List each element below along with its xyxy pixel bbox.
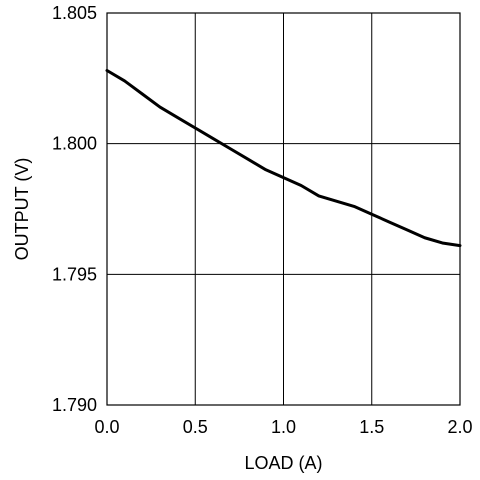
- x-tick-label: 0.5: [183, 417, 208, 437]
- vertical-gridlines: [194, 13, 373, 405]
- series-line-0: [105, 68, 462, 248]
- series-group: [105, 68, 462, 248]
- x-axis-title: LOAD (A): [244, 453, 322, 473]
- x-tick-label: 2.0: [447, 417, 472, 437]
- y-tick-labels: 1.790 1.795 1.800 1.805: [52, 3, 97, 415]
- x-tick-label: 1.0: [271, 417, 296, 437]
- x-tick-label: 1.5: [359, 417, 384, 437]
- horizontal-gridlines: [107, 143, 460, 275]
- y-tick-label: 1.790: [52, 395, 97, 415]
- x-tick-label: 0.0: [94, 417, 119, 437]
- y-tick-label: 1.795: [52, 264, 97, 284]
- plot-frame: [106, 12, 461, 406]
- y-axis-title: OUTPUT (V): [12, 158, 32, 261]
- y-tick-label: 1.800: [52, 134, 97, 154]
- y-tick-label: 1.805: [52, 3, 97, 23]
- x-tick-labels: 0.0 0.5 1.0 1.5 2.0: [94, 417, 472, 437]
